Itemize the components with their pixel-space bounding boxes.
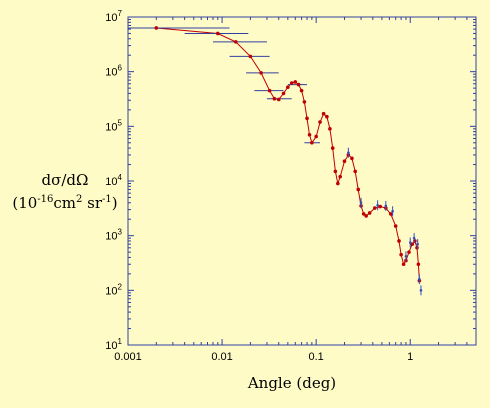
data-point-blue bbox=[359, 201, 363, 205]
data-point-red bbox=[416, 262, 421, 267]
data-point-red bbox=[289, 81, 294, 85]
data-point-blue bbox=[376, 203, 379, 207]
data-point-red bbox=[333, 169, 338, 174]
data-point-blue bbox=[408, 241, 412, 244]
data-point-red bbox=[336, 181, 340, 186]
data-point-red bbox=[350, 156, 354, 161]
data-point-red bbox=[281, 91, 286, 96]
y-tick-label: 101 bbox=[105, 337, 122, 352]
x-tick-label: 1 bbox=[407, 351, 413, 363]
data-point-red bbox=[356, 187, 361, 192]
data-point-red bbox=[325, 114, 329, 119]
data-point-red bbox=[410, 242, 415, 246]
data-point-red bbox=[314, 134, 318, 139]
data-point-red bbox=[272, 96, 277, 101]
y-tick-label: 102 bbox=[105, 282, 122, 297]
data-point-blue bbox=[404, 254, 408, 258]
x-tick-label: 0.1 bbox=[309, 351, 324, 363]
data-point-red bbox=[388, 212, 393, 216]
x-tick-label: 0.01 bbox=[211, 351, 232, 363]
series-points bbox=[154, 26, 423, 296]
data-point-red bbox=[397, 239, 401, 243]
data-point-red bbox=[338, 174, 342, 179]
data-point-red bbox=[399, 252, 403, 257]
data-point-red bbox=[364, 214, 368, 218]
data-point-red bbox=[234, 40, 238, 44]
y-tick-label: 104 bbox=[105, 173, 122, 188]
data-point-red bbox=[286, 85, 290, 89]
data-point-red bbox=[342, 159, 347, 164]
y-tick-label: 105 bbox=[105, 118, 122, 133]
data-point-red bbox=[321, 111, 326, 116]
data-point-red bbox=[353, 169, 358, 174]
data-point-red bbox=[302, 100, 307, 104]
data-point-red bbox=[299, 88, 304, 93]
x-tick-label: 0.001 bbox=[114, 351, 142, 363]
data-point-red bbox=[305, 116, 309, 121]
series-red-line bbox=[156, 27, 420, 281]
data-point-blue bbox=[419, 289, 423, 292]
data-point-red bbox=[413, 239, 417, 243]
data-point-red bbox=[215, 31, 220, 36]
data-point-blue bbox=[384, 204, 388, 208]
data-point-red bbox=[401, 262, 406, 267]
data-point-blue bbox=[391, 209, 394, 213]
data-point-red bbox=[259, 71, 263, 75]
data-point-red bbox=[276, 97, 281, 102]
data-point-red bbox=[378, 204, 383, 209]
data-point-red bbox=[415, 245, 419, 250]
data-point-red bbox=[372, 206, 377, 210]
data-point-blue bbox=[418, 277, 421, 281]
axis-tick-labels: 0.001 0.01 0.1 1 101 102 103 104 105 106 107 bbox=[105, 9, 413, 363]
data-point-red bbox=[328, 127, 332, 131]
data-point-red bbox=[330, 146, 335, 150]
x-axis-label: Angle (deg) bbox=[247, 374, 337, 392]
y-axis-label: dσ/dΩ (10-16cm2 sr-1) bbox=[4, 170, 126, 213]
data-point-red bbox=[267, 88, 272, 93]
y-tick-label: 106 bbox=[105, 64, 122, 79]
data-point-red bbox=[310, 140, 314, 145]
data-point-red bbox=[393, 224, 398, 228]
data-point-red bbox=[407, 250, 411, 254]
data-point-red bbox=[361, 212, 366, 216]
series-errorbars bbox=[128, 27, 321, 144]
data-point-red bbox=[367, 211, 372, 215]
data-point-red bbox=[307, 133, 312, 137]
data-point-red bbox=[293, 80, 298, 84]
data-point-blue bbox=[412, 236, 416, 240]
data-point-red bbox=[248, 54, 253, 59]
data-point-blue bbox=[416, 242, 419, 246]
y-axis-label-line2: (10-16cm2 sr-1) bbox=[12, 194, 118, 212]
data-point-red bbox=[296, 82, 301, 87]
plot-frame bbox=[127, 16, 477, 346]
data-point-red bbox=[318, 120, 322, 124]
data-point-red bbox=[154, 26, 159, 30]
y-tick-label: 107 bbox=[105, 9, 122, 24]
axis-ticks bbox=[127, 16, 477, 346]
y-tick-label: 103 bbox=[105, 228, 122, 243]
data-point-blue bbox=[347, 151, 350, 154]
y-axis-label-line1: dσ/dΩ bbox=[41, 171, 89, 189]
